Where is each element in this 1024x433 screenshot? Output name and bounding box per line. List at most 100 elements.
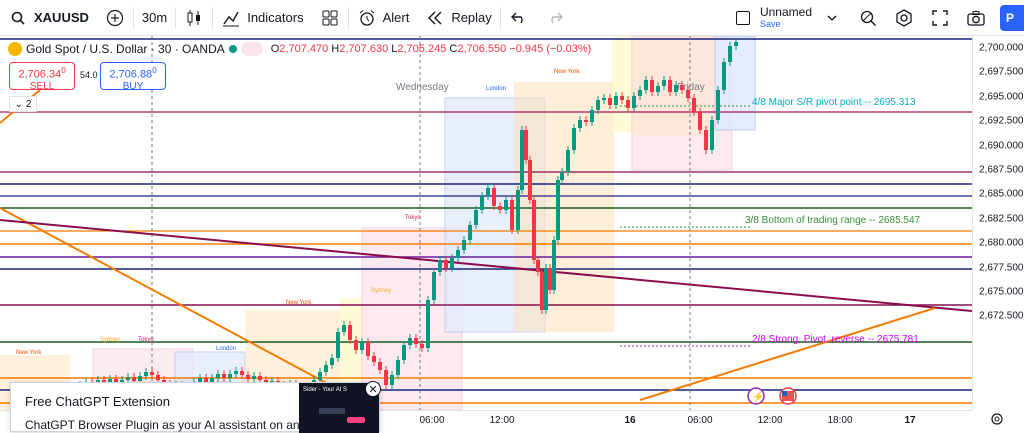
alert-button[interactable]: Alert	[349, 0, 418, 36]
quick-search-button[interactable]	[850, 0, 886, 36]
candle-body	[596, 100, 600, 110]
candle-body	[692, 98, 696, 112]
price-tick: 2,692.500	[979, 115, 1024, 127]
candle-body	[650, 80, 654, 92]
price-tick: 2,690.000	[979, 140, 1024, 152]
trend-line	[639, 307, 936, 401]
candle-body	[632, 96, 636, 108]
candle-body	[722, 62, 726, 90]
alert-label: Alert	[382, 10, 410, 25]
extension-promo-popup[interactable]: Free ChatGPT Extension ChatGPT Browser P…	[10, 381, 381, 433]
strong-pivot-annotation: 2/8 Strong, Pivot, reverse -- 2675.781	[752, 334, 919, 345]
candle-body	[360, 342, 364, 350]
market-open-icon	[228, 45, 237, 53]
time-tick: 06:00	[687, 415, 713, 426]
candle-body	[504, 200, 508, 210]
time-tick: 06:00	[419, 415, 445, 426]
compare-button[interactable]	[97, 0, 133, 36]
sell-button[interactable]: 2,706.340 SELL	[9, 62, 75, 92]
replay-label: Replay	[451, 10, 492, 25]
layout-save-status: Save	[759, 18, 781, 29]
close-icon[interactable]: ✕	[365, 381, 381, 397]
interval-label: 30m	[141, 10, 168, 25]
candle-body	[544, 268, 548, 310]
replay-button[interactable]: Replay	[417, 0, 499, 36]
price-tick: 2,695.000	[979, 91, 1024, 103]
candle-body	[638, 90, 642, 96]
candle-body	[432, 272, 436, 300]
candle-body	[528, 160, 532, 200]
chart-legend[interactable]: Gold Spot / U.S. Dollar · 30 · OANDA O2,…	[8, 42, 591, 56]
candle-body	[258, 376, 262, 380]
price-tick: 2,687.500	[979, 164, 1024, 176]
earnings-event-icon[interactable]	[747, 387, 765, 405]
candle-body	[524, 130, 528, 160]
candle-body	[342, 325, 346, 332]
candle-body	[330, 358, 334, 365]
alarm-clock-icon	[357, 8, 377, 28]
candle-body	[240, 371, 244, 375]
publish-button[interactable]: P	[1000, 5, 1024, 31]
checkbox-icon	[735, 10, 750, 25]
axis-settings-gear-icon[interactable]	[990, 412, 1004, 429]
symbol-search-button[interactable]: XAUUSD	[0, 0, 97, 36]
candle-body	[590, 110, 594, 122]
interval-button[interactable]: 30m	[134, 0, 175, 36]
snapshot-button[interactable]	[958, 0, 994, 36]
redo-button[interactable]	[537, 0, 573, 36]
low-value: 2,705.245	[397, 43, 447, 55]
candle-body	[420, 344, 424, 348]
session-label-newyork: New York	[554, 69, 580, 75]
candle-body	[462, 240, 466, 250]
day-label-wednesday: Wednesday	[396, 82, 449, 93]
replay-icon	[425, 8, 445, 28]
indicators-button[interactable]: Indicators	[213, 0, 311, 36]
close-label: C	[449, 43, 458, 55]
day-label-friday: Friday	[677, 82, 705, 93]
buy-price-sup: 0	[152, 66, 157, 75]
price-tick: 2,685.000	[979, 188, 1024, 200]
candle-body	[456, 250, 460, 258]
candle-body	[552, 240, 556, 290]
settings-button[interactable]	[886, 0, 922, 36]
candle-body	[414, 338, 418, 344]
top-toolbar: XAUUSD 30m Indicators Alert	[0, 0, 1024, 36]
candle-body	[354, 340, 358, 350]
candle-body	[704, 130, 708, 150]
indicator-collapse-button[interactable]: ⌄ 2	[9, 96, 37, 112]
candle-body	[108, 379, 112, 383]
candle-body	[480, 196, 484, 210]
candle-body	[668, 80, 672, 92]
session-label-sydney: Sydney	[371, 288, 392, 294]
candle-body	[408, 338, 412, 345]
candle-body	[138, 376, 142, 381]
promo-image-caption: Sider - Your AI S	[303, 387, 348, 393]
price-tick: 2,672.500	[979, 310, 1024, 322]
candle-body	[734, 42, 738, 46]
indicator-count: 2	[25, 98, 32, 110]
candle-body	[474, 210, 478, 225]
time-tick: 12:00	[757, 415, 783, 426]
pivot-markers	[620, 105, 750, 347]
undo-button[interactable]	[501, 0, 537, 36]
fullscreen-button[interactable]	[922, 0, 958, 36]
chart-type-button[interactable]	[176, 0, 212, 36]
buy-button[interactable]: 2,706.880 BUY	[100, 62, 166, 92]
zoom-icon	[858, 8, 878, 28]
layout-button[interactable]: Unnamed Save	[728, 0, 850, 36]
candle-body	[520, 130, 524, 190]
price-axis[interactable]: 2,700.000 2,697.500 2,695.000 2,692.500 2,69…	[972, 36, 1024, 410]
flag-stripes	[782, 391, 794, 401]
symbol-label: XAUUSD	[34, 10, 89, 25]
templates-button[interactable]	[312, 0, 348, 36]
legend-title: Gold Spot / U.S. Dollar · 30 · OANDA	[26, 42, 225, 56]
price-tick: 2,675.000	[979, 286, 1024, 298]
time-tick: 12:00	[489, 415, 515, 426]
candle-body	[366, 342, 370, 356]
candle-body	[728, 46, 732, 62]
session-box	[714, 36, 756, 131]
candlestick-icon	[184, 8, 204, 28]
session-label-tokyo: Tokyo	[405, 215, 421, 221]
candle-body	[324, 365, 328, 372]
event-markers[interactable]: ⚡	[747, 387, 797, 405]
